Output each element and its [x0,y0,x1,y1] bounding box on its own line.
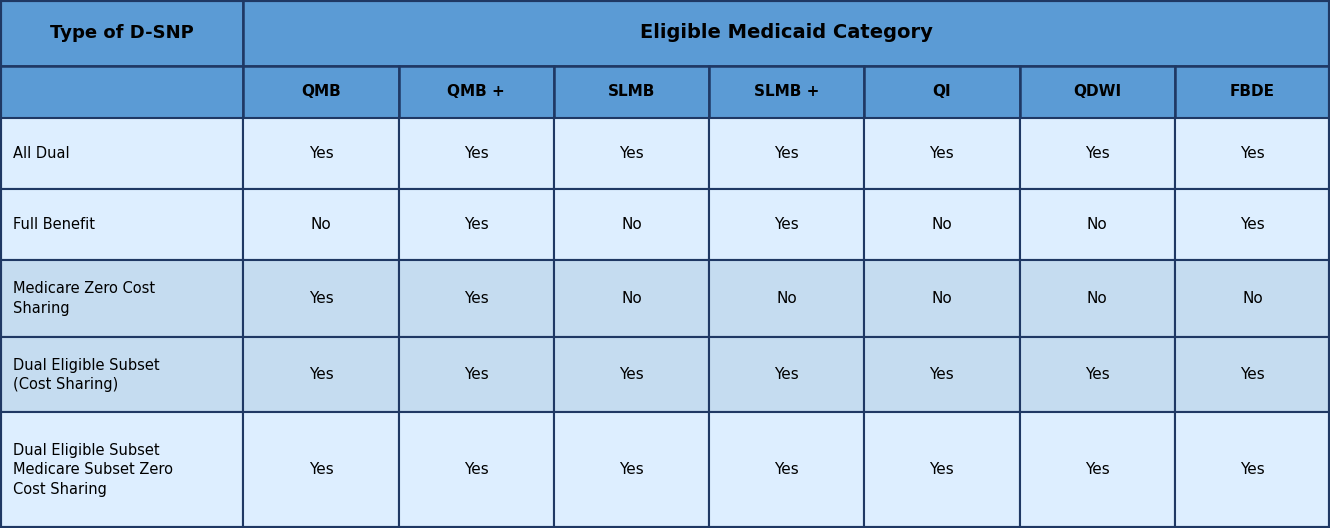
Text: Yes: Yes [1085,367,1109,382]
Text: QDWI: QDWI [1073,84,1121,99]
Bar [0,337,243,412]
Text: All Dual: All Dual [13,146,70,161]
Text: Yes: Yes [618,463,644,477]
Bar [1174,412,1330,528]
Text: No: No [1087,291,1108,306]
Bar [553,188,709,260]
Bar [553,260,709,337]
Bar [243,412,399,528]
Text: Yes: Yes [930,146,955,161]
Text: Yes: Yes [309,291,334,306]
Text: Yes: Yes [464,291,488,306]
Text: Yes: Yes [464,367,488,382]
Text: Medicare Zero Cost
Sharing: Medicare Zero Cost Sharing [13,281,156,316]
Bar [399,337,553,412]
Bar [1020,188,1174,260]
Text: Yes: Yes [774,367,799,382]
Bar [399,66,553,118]
Text: Yes: Yes [309,367,334,382]
Text: No: No [311,216,331,232]
Text: Yes: Yes [1240,216,1265,232]
Bar [399,412,553,528]
Text: QMB +: QMB + [447,84,505,99]
Text: Yes: Yes [774,463,799,477]
Text: Full Benefit: Full Benefit [13,216,96,232]
Text: Dual Eligible Subset
Medicare Subset Zero
Cost Sharing: Dual Eligible Subset Medicare Subset Zer… [13,443,173,497]
Bar [864,188,1020,260]
Text: Eligible Medicaid Category: Eligible Medicaid Category [640,23,934,42]
Text: Yes: Yes [1085,463,1109,477]
Bar [1174,66,1330,118]
Bar [243,0,1330,66]
Text: No: No [621,216,642,232]
Bar [864,118,1020,188]
Bar [864,66,1020,118]
Bar [399,188,553,260]
Bar [0,188,243,260]
Text: Yes: Yes [1240,367,1265,382]
Text: Dual Eligible Subset
(Cost Sharing): Dual Eligible Subset (Cost Sharing) [13,357,160,392]
Bar [243,188,399,260]
Bar [709,260,864,337]
Bar [1020,66,1174,118]
Text: Yes: Yes [464,216,488,232]
Bar [709,118,864,188]
Bar [864,260,1020,337]
Text: No: No [931,291,952,306]
Bar [1020,337,1174,412]
Bar [1020,412,1174,528]
Bar [1174,188,1330,260]
Text: QI: QI [932,84,951,99]
Bar [864,337,1020,412]
Bar [1020,260,1174,337]
Bar [243,66,399,118]
Text: No: No [1087,216,1108,232]
Bar [399,118,553,188]
Bar [709,188,864,260]
Text: Yes: Yes [464,146,488,161]
Text: Yes: Yes [1240,146,1265,161]
Text: Yes: Yes [618,146,644,161]
Text: Yes: Yes [464,463,488,477]
Text: No: No [1242,291,1262,306]
Bar [1174,337,1330,412]
Bar [0,412,243,528]
Bar [1020,118,1174,188]
Bar [553,337,709,412]
Bar [553,66,709,118]
Bar [0,260,243,337]
Bar [1174,118,1330,188]
Text: Yes: Yes [774,216,799,232]
Bar [709,412,864,528]
Text: Yes: Yes [1240,463,1265,477]
Text: QMB: QMB [301,84,340,99]
Text: Yes: Yes [309,146,334,161]
Text: No: No [931,216,952,232]
Bar [864,412,1020,528]
Text: Yes: Yes [309,463,334,477]
Text: No: No [777,291,797,306]
Bar [243,118,399,188]
Text: Yes: Yes [930,463,955,477]
Text: No: No [621,291,642,306]
Bar [243,260,399,337]
Text: FBDE: FBDE [1230,84,1275,99]
Bar [709,66,864,118]
Text: SLMB +: SLMB + [754,84,819,99]
Bar [0,0,243,66]
Bar [709,337,864,412]
Text: Yes: Yes [774,146,799,161]
Bar [0,118,243,188]
Bar [553,118,709,188]
Text: Yes: Yes [618,367,644,382]
Bar [399,260,553,337]
Bar [1174,260,1330,337]
Bar [0,66,243,118]
Bar [243,337,399,412]
Bar [553,412,709,528]
Text: SLMB: SLMB [608,84,656,99]
Text: Yes: Yes [930,367,955,382]
Text: Type of D-SNP: Type of D-SNP [49,24,194,42]
Text: Yes: Yes [1085,146,1109,161]
